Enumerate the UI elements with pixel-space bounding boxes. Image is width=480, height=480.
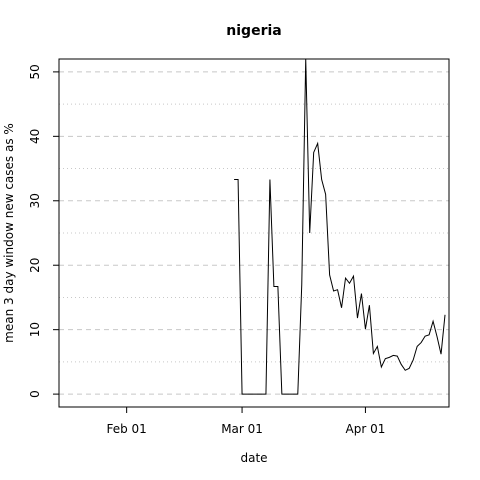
y-tick-label: 30	[28, 193, 42, 208]
y-tick-label: 0	[28, 390, 42, 398]
x-tick-label: Mar 01	[221, 422, 263, 436]
chart-title: nigeria	[226, 23, 281, 39]
y-tick-label: 40	[28, 129, 42, 144]
y-tick-label: 20	[28, 258, 42, 273]
y-axis-label: mean 3 day window new cases as %	[2, 123, 16, 343]
grid	[59, 71, 449, 395]
series-layer	[234, 59, 446, 395]
x-tick-label: Apr 01	[346, 422, 386, 436]
series-line	[234, 59, 446, 395]
x-tick-label: Feb 01	[106, 422, 146, 436]
x-axis-label: date	[240, 451, 267, 465]
y-tick-label: 50	[28, 64, 42, 79]
y-tick-label: 10	[28, 322, 42, 337]
plot-frame	[58, 58, 450, 408]
x-axis: Feb 01 Mar 01 Apr 01	[106, 407, 385, 436]
y-axis: 0 10 20 30 40 50	[28, 64, 59, 398]
